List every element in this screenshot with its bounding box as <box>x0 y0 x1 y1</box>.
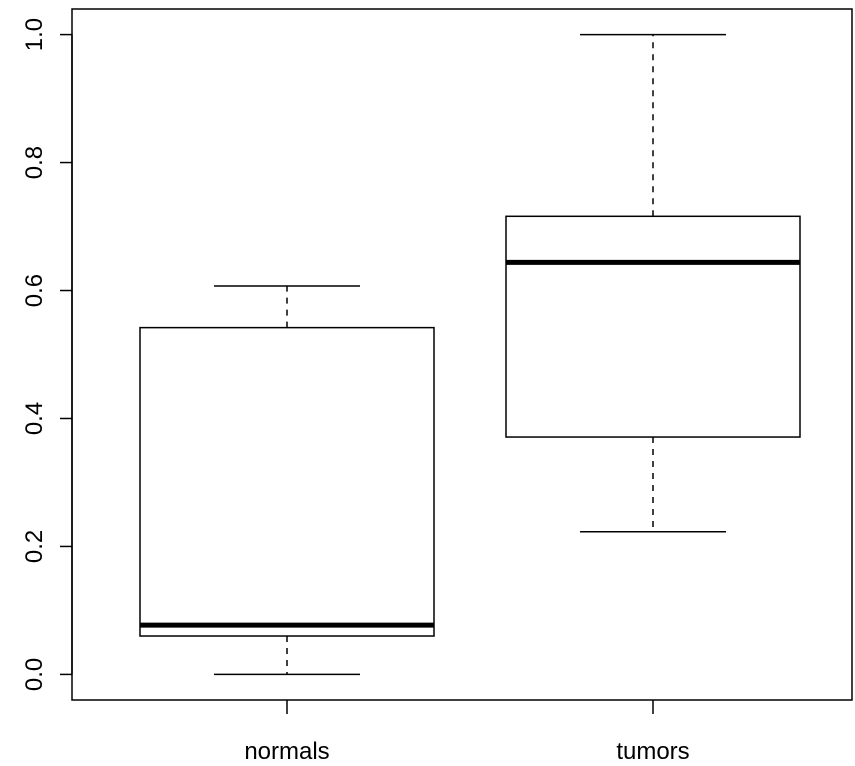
x-tick-label: tumors <box>616 738 689 765</box>
y-axis: 0.0 0.2 0.4 0.6 0.8 1.0 <box>21 18 73 691</box>
box-series <box>139 33 801 676</box>
y-tick-label: 0.4 <box>21 402 48 435</box>
box-tumors <box>505 33 801 533</box>
y-tick-label: 1.0 <box>21 18 48 51</box>
box-normals <box>139 285 435 676</box>
iqr-box <box>139 326 435 637</box>
y-tick-label: 0.2 <box>21 530 48 563</box>
y-tick-label: 0.8 <box>21 146 48 179</box>
x-tick-label: normals <box>244 738 329 765</box>
y-tick-label: 0.0 <box>21 658 48 691</box>
x-axis: normals tumors <box>244 700 690 765</box>
y-tick-label: 0.6 <box>21 274 48 307</box>
iqr-box <box>505 215 801 438</box>
